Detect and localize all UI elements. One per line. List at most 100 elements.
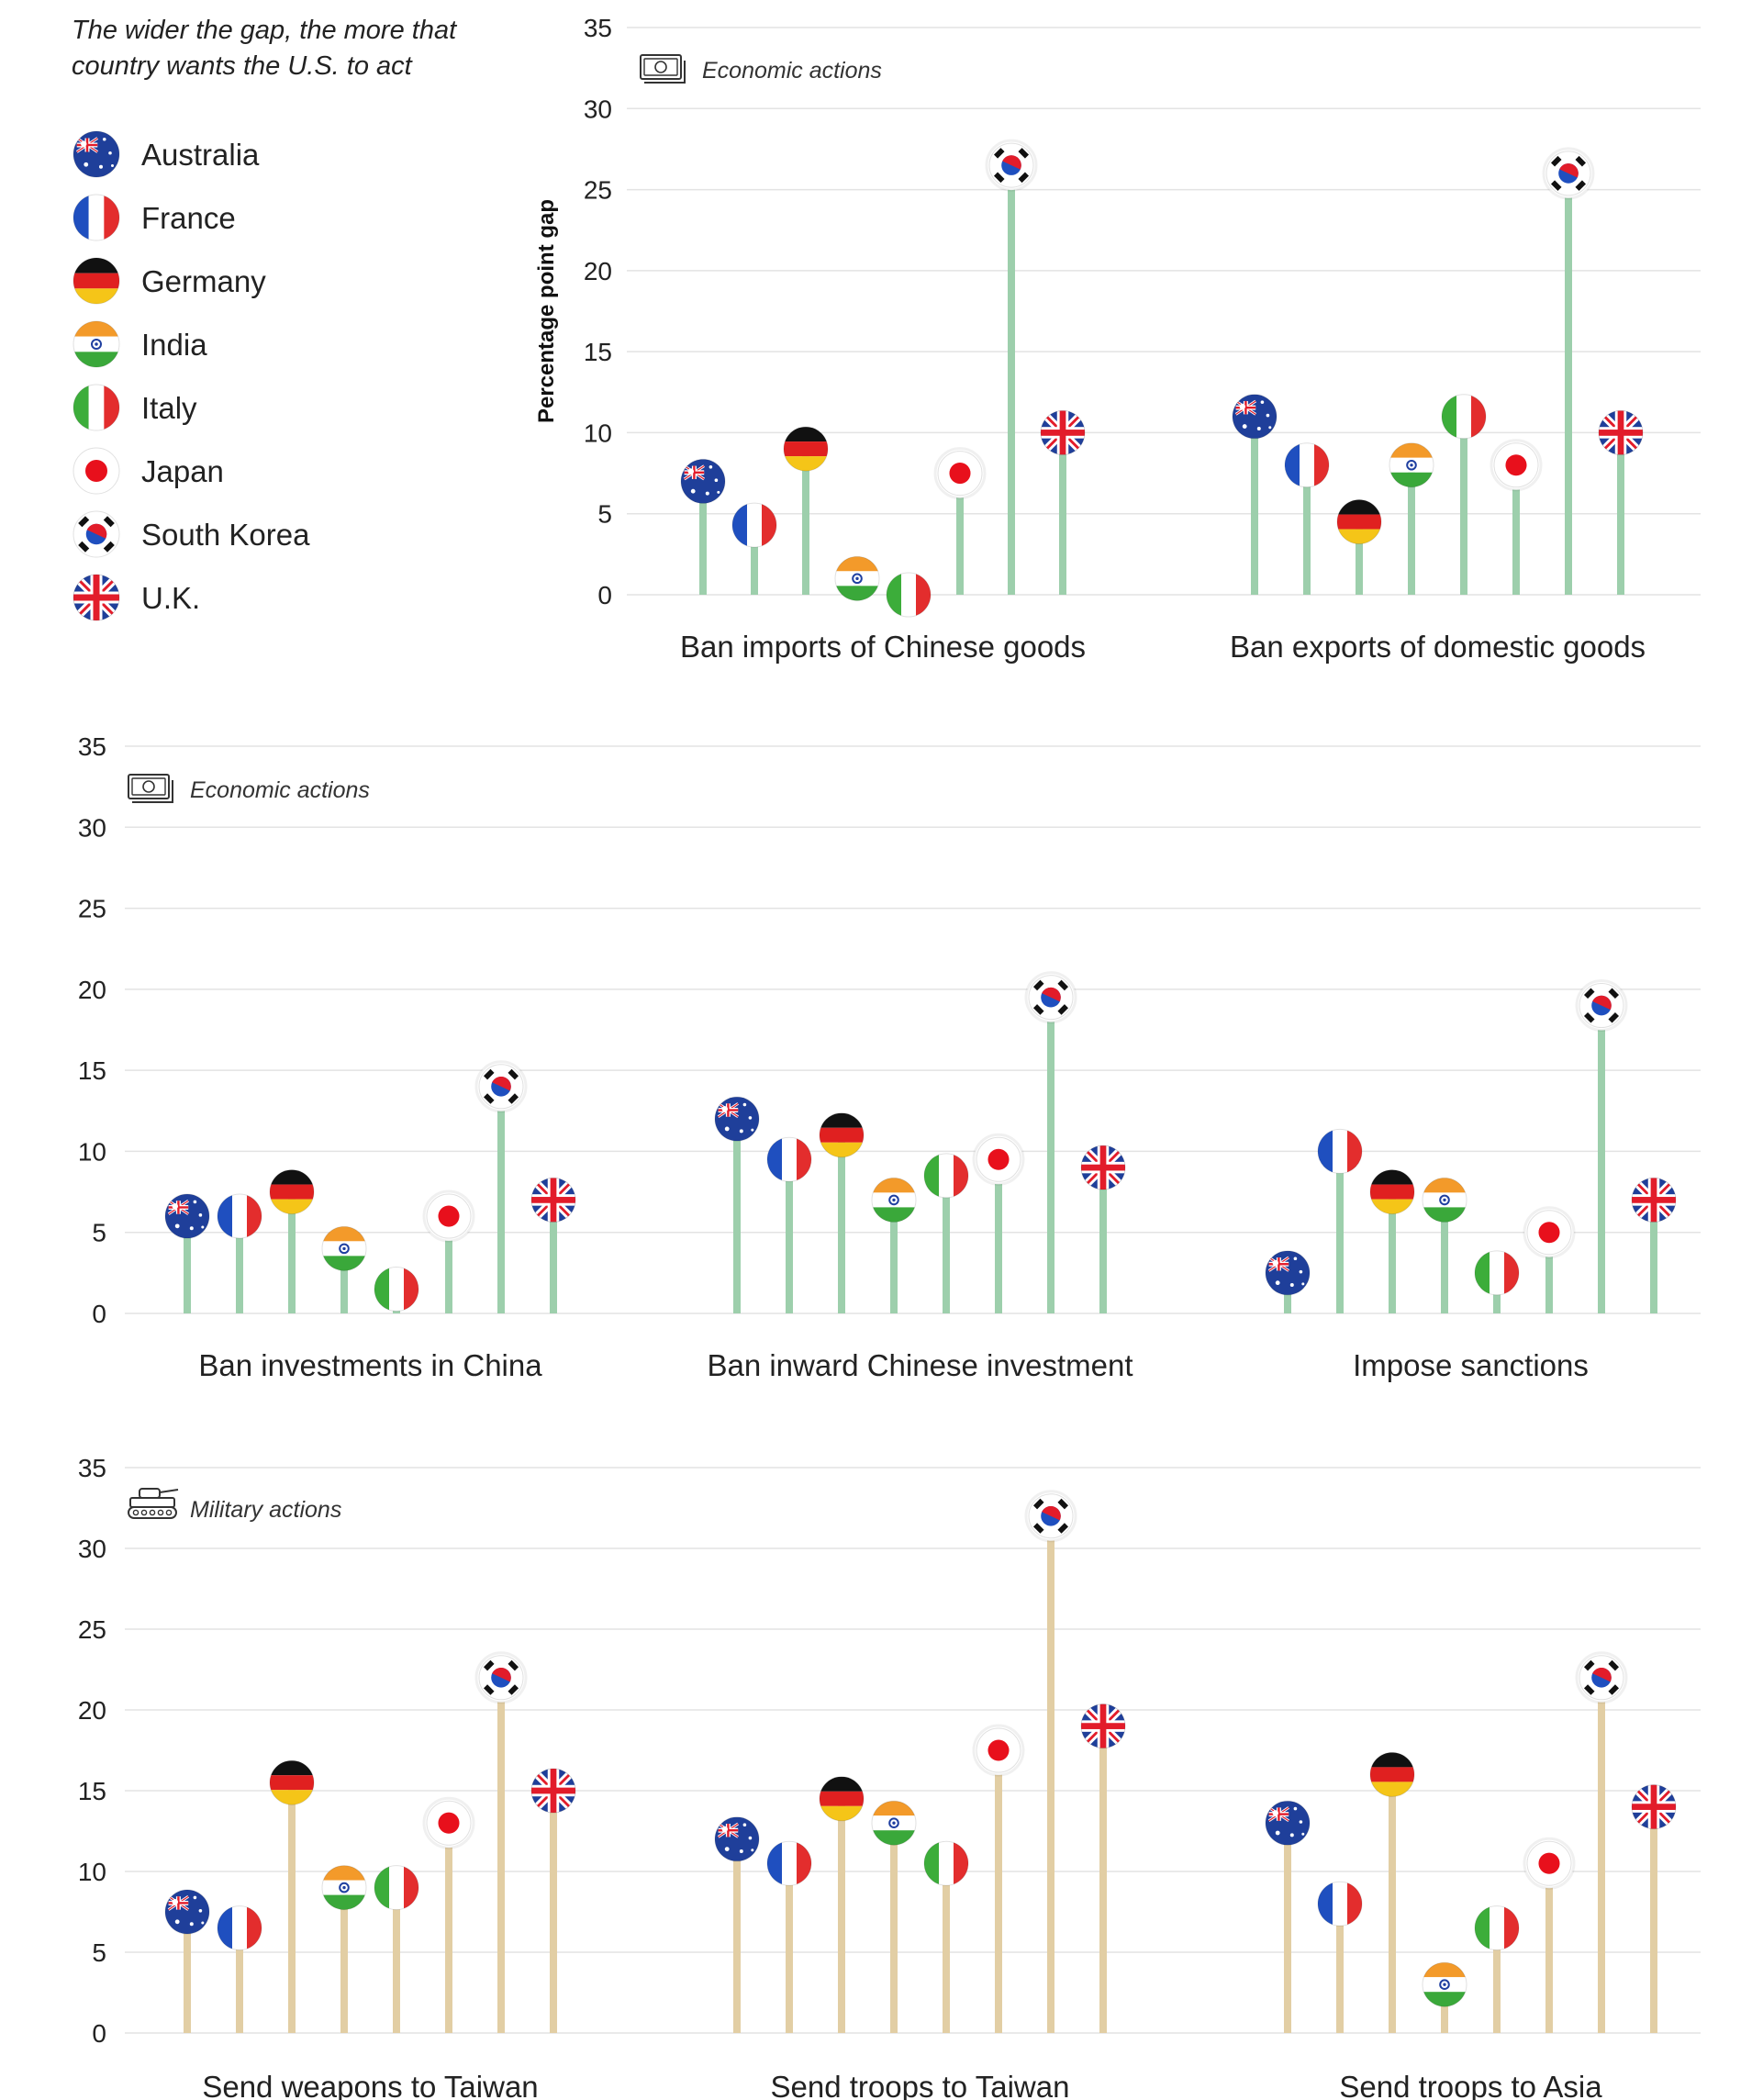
- legend-label: Italy: [141, 391, 197, 425]
- marker-india: [321, 1225, 367, 1271]
- marker-france: [217, 1193, 262, 1239]
- legend-item-japan: Japan: [73, 447, 224, 495]
- stem-germany: [288, 1782, 296, 2033]
- y-tick-label: 5: [92, 1938, 106, 1967]
- y-tick-label: 5: [92, 1219, 106, 1247]
- stem-south-korea: [1598, 1677, 1605, 2033]
- italy-flag-icon: [73, 384, 120, 431]
- germany-flag-icon: [73, 257, 120, 305]
- legend-label: Japan: [141, 454, 224, 488]
- y-tick-label: 35: [78, 732, 106, 761]
- stem-uk: [1650, 1806, 1657, 2033]
- legend-item-uk: U.K.: [73, 574, 200, 621]
- marker-uk: [530, 1768, 576, 1814]
- marker-india: [1422, 1177, 1467, 1223]
- y-tick-label: 0: [597, 581, 612, 609]
- legend-item-australia: Australia: [73, 130, 260, 178]
- marker-india: [834, 555, 880, 601]
- y-tick-label: 25: [78, 1615, 106, 1644]
- marker-india: [871, 1177, 917, 1223]
- y-tick-label: 10: [78, 1137, 106, 1166]
- y-tick-label: 15: [78, 1777, 106, 1805]
- category-group: Ban exports of domestic goods: [1230, 147, 1646, 664]
- stem-japan: [445, 1216, 452, 1313]
- marker-italy: [886, 572, 932, 618]
- marker-germany: [783, 426, 829, 472]
- marker-france: [731, 502, 777, 548]
- marker-italy: [374, 1865, 419, 1911]
- stem-france: [1336, 1151, 1344, 1313]
- stem-uk: [1099, 1167, 1107, 1313]
- marker-france: [1284, 442, 1330, 488]
- marker-india: [1389, 442, 1434, 488]
- legend-label: Australia: [141, 138, 260, 172]
- marker-italy: [923, 1840, 969, 1886]
- stem-uk: [1099, 1726, 1107, 2033]
- stem-uk: [1650, 1200, 1657, 1313]
- marker-australia: [1232, 394, 1278, 440]
- section-label: Military actions: [190, 1497, 341, 1523]
- stem-france: [236, 1927, 243, 2033]
- y-tick-label: 20: [78, 1696, 106, 1725]
- stem-japan: [1545, 1232, 1553, 1313]
- y-tick-label: 20: [584, 257, 612, 285]
- stem-japan: [445, 1823, 452, 2033]
- stem-south-korea: [497, 1086, 505, 1313]
- legend-item-germany: Germany: [73, 257, 266, 305]
- marker-south-korea: [1579, 983, 1624, 1029]
- stem-germany: [1389, 1191, 1396, 1313]
- y-tick-label: 0: [92, 1300, 106, 1328]
- marker-germany: [269, 1169, 315, 1215]
- marker-france: [766, 1840, 812, 1886]
- marker-south-korea: [478, 1064, 524, 1110]
- legend-item-south-korea: South Korea: [73, 510, 310, 558]
- marker-australia: [1265, 1250, 1311, 1296]
- legend-label: South Korea: [141, 518, 310, 552]
- stem-uk: [1059, 432, 1066, 595]
- category-group: Ban investments in China: [164, 1060, 576, 1382]
- y-axis-title: Percentage point gap: [534, 199, 559, 423]
- stem-australia: [1284, 1823, 1291, 2033]
- section-label: Economic actions: [190, 777, 370, 803]
- stem-france: [786, 1863, 793, 2033]
- money-icon: [128, 774, 173, 803]
- stem-india: [340, 1887, 348, 2033]
- legend-item-italy: Italy: [73, 384, 197, 431]
- stem-australia: [1251, 416, 1258, 595]
- marker-india: [871, 1800, 917, 1846]
- marker-uk: [1080, 1703, 1126, 1749]
- legend-item-india: India: [73, 320, 207, 368]
- stem-japan: [995, 1750, 1002, 2033]
- stem-india: [890, 1823, 898, 2033]
- marker-germany: [1369, 1169, 1415, 1215]
- marker-south-korea: [988, 142, 1034, 188]
- stem-south-korea: [1047, 1515, 1054, 2033]
- marker-south-korea: [1579, 1655, 1624, 1701]
- marker-france: [766, 1136, 812, 1182]
- stem-india: [1408, 464, 1415, 595]
- money-icon: [640, 54, 686, 84]
- marker-france: [1317, 1881, 1363, 1927]
- legend-label: France: [141, 201, 236, 235]
- uk-flag-icon: [73, 574, 120, 621]
- category-group: Send troops to Taiwan: [714, 1490, 1126, 2100]
- y-tick-label: 35: [78, 1454, 106, 1482]
- marker-japan: [976, 1136, 1021, 1182]
- stem-germany: [838, 1798, 845, 2033]
- stem-australia: [184, 1216, 191, 1313]
- stem-germany: [288, 1191, 296, 1313]
- stem-germany: [1356, 521, 1363, 595]
- y-tick-label: 20: [78, 976, 106, 1004]
- tank-icon: [128, 1488, 179, 1519]
- stem-uk: [550, 1791, 557, 2033]
- stem-italy: [1493, 1927, 1501, 2033]
- marker-uk: [1040, 409, 1086, 455]
- y-tick-label: 0: [92, 2019, 106, 2048]
- y-tick-label: 30: [78, 1535, 106, 1563]
- stem-australia: [733, 1119, 741, 1313]
- marker-france: [1317, 1128, 1363, 1174]
- category-group: Ban imports of Chinese goods: [680, 139, 1086, 664]
- category-label: Ban inward Chinese investment: [707, 1348, 1133, 1382]
- south-korea-flag-icon: [73, 510, 120, 558]
